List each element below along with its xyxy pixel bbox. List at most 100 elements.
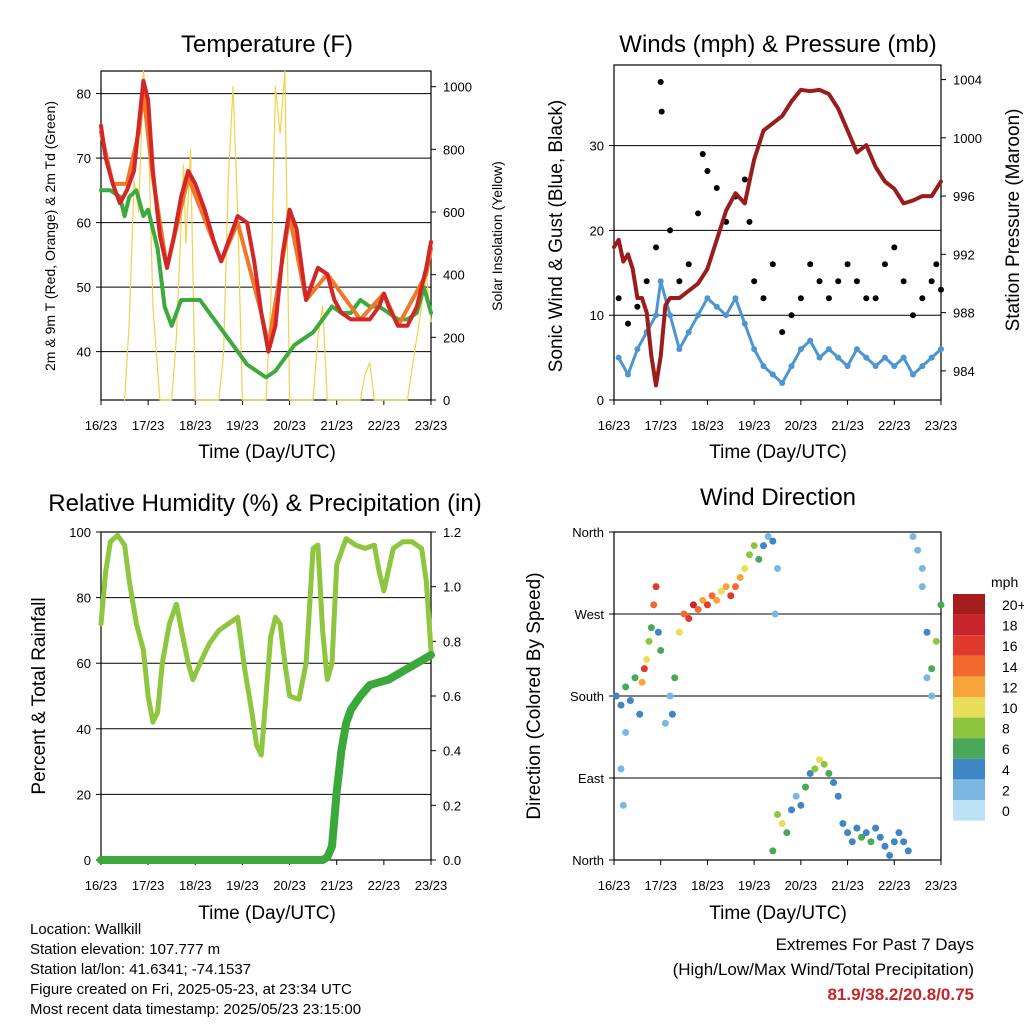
dir-point bbox=[932, 637, 940, 645]
wind-xtick-label: 19/23 bbox=[738, 418, 771, 433]
wind-point bbox=[741, 320, 748, 327]
wind-point bbox=[625, 320, 632, 327]
dir-legend-label: 16 bbox=[1002, 638, 1018, 654]
wind-series-sonic-wind bbox=[615, 278, 944, 387]
dir-legend: mph 20+ 18 16 14 12 10 8 6 4 2 0 bbox=[953, 574, 1024, 821]
dir-point bbox=[937, 601, 945, 609]
temp-series-2m-t bbox=[99, 78, 433, 354]
dir-legend-swatch bbox=[953, 635, 985, 656]
dir-point bbox=[909, 533, 917, 541]
rh-ytick-label: 60 bbox=[77, 656, 91, 671]
wind-point bbox=[667, 227, 674, 234]
dir-legend-swatch bbox=[953, 594, 985, 615]
dir-ytick-label: South bbox=[570, 689, 604, 704]
wind-point bbox=[807, 261, 814, 268]
wind-xtick-label: 20/23 bbox=[785, 418, 818, 433]
wind-point bbox=[881, 354, 888, 361]
dir-xtick-label: 23/23 bbox=[925, 878, 958, 893]
wind-point bbox=[797, 295, 804, 302]
dir-point bbox=[689, 601, 697, 609]
dir-legend-swatch bbox=[953, 779, 985, 800]
dir-legend-swatch bbox=[953, 738, 985, 759]
dir-point bbox=[652, 583, 660, 591]
dir-point bbox=[895, 829, 903, 837]
rh-xtick-label: 22/23 bbox=[368, 878, 401, 893]
wind-xtick-label: 18/23 bbox=[691, 418, 724, 433]
wind-xtick-label: 16/23 bbox=[598, 418, 631, 433]
wind-point bbox=[844, 363, 851, 370]
temp-xtick-label: 20/23 bbox=[273, 418, 306, 433]
rh-ytick-label: 20 bbox=[77, 787, 91, 802]
temp-ytick-label: 50 bbox=[77, 280, 91, 295]
wind-y2tick-label: 996 bbox=[953, 189, 975, 204]
rh-series-relative-humidity bbox=[98, 532, 434, 758]
dir-point bbox=[771, 610, 779, 618]
extremes-box: Extremes For Past 7 Days (High/Low/Max W… bbox=[673, 932, 974, 1007]
wind-point bbox=[788, 312, 795, 319]
wind-point bbox=[816, 354, 823, 361]
rh-ytick-label: 80 bbox=[77, 591, 91, 606]
dir-legend-label: 2 bbox=[1002, 782, 1010, 798]
temp-xtick-label: 18/23 bbox=[179, 418, 212, 433]
wind-point bbox=[825, 346, 832, 353]
wind-point bbox=[863, 354, 870, 361]
dir-point bbox=[811, 765, 819, 773]
wind-point bbox=[704, 295, 711, 302]
rh-y2tick-label: 0.6 bbox=[443, 689, 461, 704]
temp-y2tick-label: 0 bbox=[443, 393, 450, 408]
dir-xtick-label: 22/23 bbox=[878, 878, 911, 893]
wind-xtick-label: 23/23 bbox=[925, 418, 958, 433]
dir-point bbox=[820, 760, 828, 768]
wind-point bbox=[760, 295, 767, 302]
wind-point bbox=[807, 337, 814, 344]
dir-point bbox=[666, 692, 674, 700]
dir-point bbox=[904, 847, 912, 855]
wind-point bbox=[769, 371, 776, 378]
dir-point bbox=[802, 783, 810, 791]
dir-plot: North East South West North 16/23 17/23 18/23 19… bbox=[570, 525, 957, 893]
dir-point bbox=[830, 779, 838, 787]
wind-point bbox=[797, 346, 804, 353]
wind-point bbox=[643, 278, 650, 285]
temp-ytick-label: 40 bbox=[77, 345, 91, 360]
wind-point bbox=[653, 244, 660, 251]
dir-xlabel: Time (Day/UTC) bbox=[709, 903, 847, 924]
dir-point bbox=[876, 833, 884, 841]
wind-point bbox=[695, 312, 702, 319]
dir-xtick-label: 18/23 bbox=[691, 878, 724, 893]
temp-title: Temperature (F) bbox=[181, 31, 353, 58]
rh-y2tick-label: 0.8 bbox=[443, 634, 461, 649]
wind-point bbox=[685, 329, 692, 336]
wind-ytick-label: 10 bbox=[590, 308, 604, 323]
rh-xtick-label: 21/23 bbox=[320, 878, 353, 893]
temp-y2tick-label: 800 bbox=[443, 142, 465, 157]
dir-point bbox=[858, 833, 866, 841]
dir-xtick-label: 16/23 bbox=[598, 878, 631, 893]
wind-point bbox=[844, 261, 851, 268]
dir-point bbox=[928, 692, 936, 700]
dir-point bbox=[722, 583, 730, 591]
wind-ylabel-right: Station Pressure (Maroon) bbox=[1003, 109, 1024, 332]
wind-point bbox=[779, 329, 786, 336]
rh-plot: 0 20 40 60 80 100 16/23 17/23 18/23 19/23 20/23 21/… bbox=[69, 525, 461, 893]
wind-point bbox=[891, 244, 898, 251]
wind-point bbox=[704, 168, 711, 175]
wind-point bbox=[746, 218, 753, 225]
dir-point bbox=[640, 665, 648, 673]
wind-point bbox=[634, 303, 641, 310]
dir-legend-swatch bbox=[953, 800, 985, 821]
rh-ytick-label: 40 bbox=[77, 722, 91, 737]
wind-point bbox=[615, 354, 622, 361]
dir-point bbox=[657, 646, 665, 654]
wind-y2tick-label: 1000 bbox=[953, 131, 982, 146]
dir-point bbox=[643, 656, 651, 664]
wind-point bbox=[816, 278, 823, 285]
dir-point bbox=[680, 610, 688, 618]
wind-point bbox=[741, 176, 748, 183]
dir-point bbox=[727, 592, 735, 600]
dir-point bbox=[844, 829, 852, 837]
dir-legend-swatch bbox=[953, 655, 985, 677]
dir-point bbox=[792, 792, 800, 800]
dir-point bbox=[622, 683, 630, 691]
dir-point bbox=[923, 674, 931, 682]
